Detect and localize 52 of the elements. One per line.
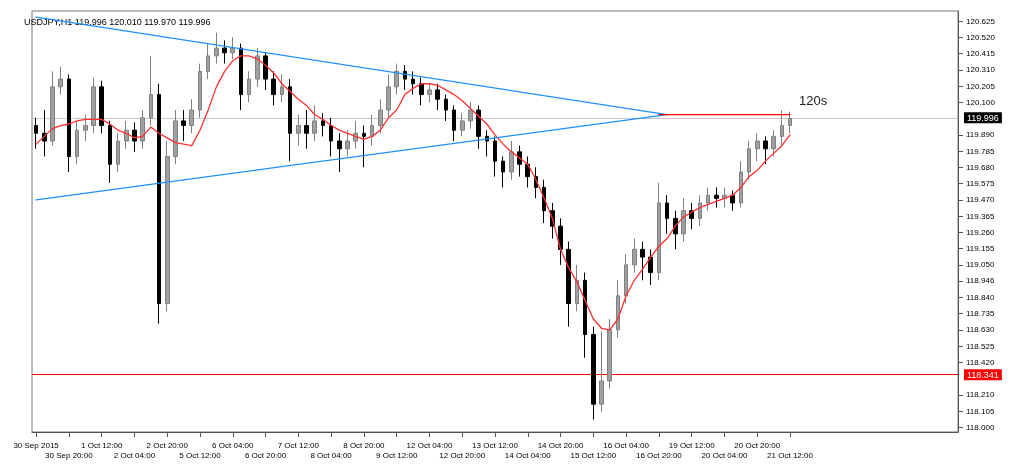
y-tick-label: 119.575 bbox=[966, 179, 995, 189]
x-tick-label: 9 Oct 12:00 bbox=[375, 450, 418, 460]
ref-line-label: 118.341 bbox=[967, 369, 999, 380]
y-tick-label: 118.000 bbox=[966, 422, 995, 432]
y-tick-label: 118.735 bbox=[966, 309, 995, 319]
y-tick-label: 118.420 bbox=[966, 357, 995, 367]
y-tick-label: 118.525 bbox=[966, 341, 995, 351]
x-tick-label: 12 Oct 04:00 bbox=[406, 440, 453, 450]
y-tick-label: 120.100 bbox=[966, 97, 996, 107]
y-tick-label: 118.630 bbox=[966, 325, 995, 335]
x-tick-label: 2 Oct 20:00 bbox=[146, 440, 189, 450]
y-tick-label: 119.260 bbox=[966, 227, 995, 237]
x-tick-label: 2 Oct 04:00 bbox=[113, 450, 156, 460]
x-tick-label: 5 Oct 12:00 bbox=[179, 450, 222, 460]
x-tick-label: 16 Oct 20:00 bbox=[635, 450, 683, 460]
text: USDJPY,H1 119.996 120.010 119.970 119.996 bbox=[24, 16, 211, 27]
x-tick-label: 8 Oct 20:00 bbox=[343, 440, 386, 450]
y-tick-label: 119.680 bbox=[966, 162, 995, 172]
ref-line-label: 119.996 bbox=[967, 112, 999, 123]
y-tick-label: 119.365 bbox=[966, 211, 995, 221]
y-tick-label: 120.205 bbox=[966, 81, 996, 91]
y-tick-label: 120.415 bbox=[966, 49, 996, 59]
x-tick-label: 14 Oct 20:00 bbox=[537, 440, 585, 450]
x-tick-label: 20 Oct 20:00 bbox=[734, 440, 781, 450]
y-tick-label: 119.785 bbox=[966, 146, 995, 156]
y-tick-label: 119.470 bbox=[966, 195, 995, 205]
x-tick-label: 30 Sep 2015 bbox=[13, 440, 60, 450]
y-tick-label: 119.050 bbox=[966, 260, 995, 270]
x-tick-label: 8 Oct 04:00 bbox=[310, 450, 353, 460]
y-tick-label: 118.946 bbox=[966, 276, 995, 286]
x-tick-label: 6 Oct 20:00 bbox=[244, 450, 287, 460]
x-tick-label: 15 Oct 12:00 bbox=[570, 450, 617, 460]
y-tick-label: 119.155 bbox=[966, 244, 995, 254]
y-tick-label: 118.840 bbox=[966, 292, 995, 302]
x-tick-label: 20 Oct 04:00 bbox=[701, 450, 748, 460]
x-tick-label: 16 Oct 04:00 bbox=[603, 440, 650, 450]
x-tick-label: 12 Oct 20:00 bbox=[439, 450, 486, 460]
x-tick-label: 7 Oct 12:00 bbox=[277, 440, 320, 450]
x-tick-label: 13 Oct 12:00 bbox=[472, 440, 519, 450]
x-tick-label: 1 Oct 12:00 bbox=[80, 440, 123, 450]
y-tick-label: 119.890 bbox=[966, 130, 995, 140]
x-tick-label: 21 Oct 12:00 bbox=[767, 450, 814, 460]
annotation: 120s bbox=[799, 93, 828, 109]
x-tick-label: 19 Oct 12:00 bbox=[668, 440, 716, 450]
x-tick-label: 30 Sep 20:00 bbox=[45, 450, 94, 460]
y-tick-label: 118.210 bbox=[966, 390, 995, 400]
y-tick-label: 120.310 bbox=[966, 65, 996, 75]
x-tick-label: 6 Oct 04:00 bbox=[212, 440, 254, 450]
y-tick-label: 118.105 bbox=[966, 406, 995, 416]
x-tick-label: 14 Oct 04:00 bbox=[504, 450, 552, 460]
y-tick-label: 120.520 bbox=[966, 32, 996, 42]
y-tick-label: 120.625 bbox=[966, 16, 996, 26]
